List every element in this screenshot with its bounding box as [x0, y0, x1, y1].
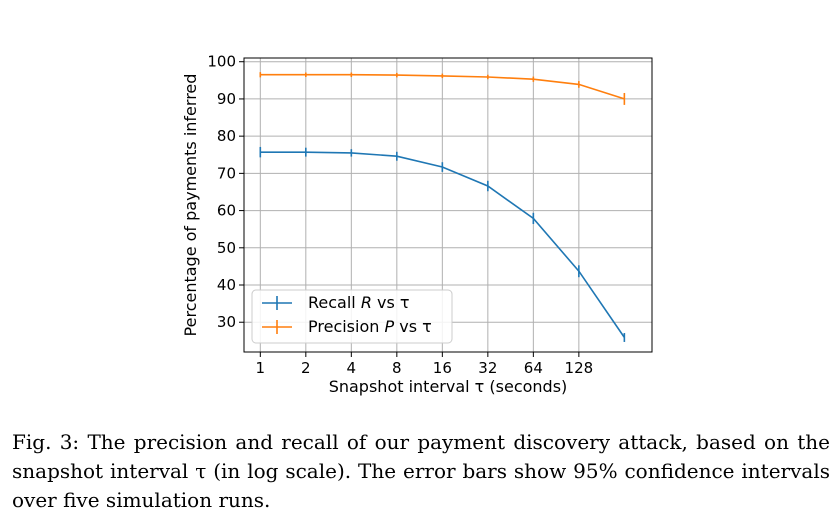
y-axis-label: Percentage of payments inferred	[181, 74, 200, 337]
x-axis-ticks: 1 2 4 8 16 32 64 128	[256, 352, 594, 377]
legend-precision-label: Precision P vs τ	[308, 317, 432, 336]
x-tick-label: 32	[478, 359, 497, 377]
y-tick-label: 30	[217, 313, 236, 331]
legend-recall: Recall R vs τ	[262, 293, 410, 312]
series-recall	[259, 146, 626, 342]
x-tick-label: 4	[347, 359, 357, 377]
plot-area	[243, 57, 653, 353]
y-axis-ticks: 30 40 50 60 70 80 90 100	[207, 53, 244, 331]
x-tick-label: 8	[392, 359, 402, 377]
x-axis-label: Snapshot interval τ (seconds)	[329, 377, 568, 396]
y-tick-label: 40	[217, 276, 236, 294]
legend-box	[251, 289, 453, 344]
series-layer	[259, 72, 626, 342]
legend-recall-label: Recall R vs τ	[308, 293, 410, 312]
x-tick-label: 16	[433, 359, 452, 377]
y-tick-label: 80	[217, 127, 236, 145]
legend-precision: Precision P vs τ	[262, 317, 432, 336]
y-tick-label: 90	[217, 90, 236, 108]
caption-label: Fig. 3:	[12, 430, 80, 454]
x-tick-label: 2	[301, 359, 311, 377]
y-tick-label: 70	[217, 164, 236, 182]
x-tick-label: 128	[565, 359, 594, 377]
legend: Recall R vs τ Precision P vs τ	[251, 289, 453, 344]
caption-text: The precision and recall of our payment …	[12, 430, 830, 512]
x-tick-label: 1	[256, 359, 266, 377]
y-tick-label: 60	[217, 202, 236, 220]
x-tick-label: 64	[524, 359, 543, 377]
y-tick-label: 100	[207, 53, 236, 71]
y-tick-label: 50	[217, 239, 236, 257]
chart-figure: 30 40 50 60 70 80 90 100 1 2 4 8 16 32 64 128 Percenta…	[181, 53, 653, 396]
series-precision	[259, 72, 626, 105]
figure-caption: Fig. 3: The precision and recall of our …	[12, 428, 830, 515]
